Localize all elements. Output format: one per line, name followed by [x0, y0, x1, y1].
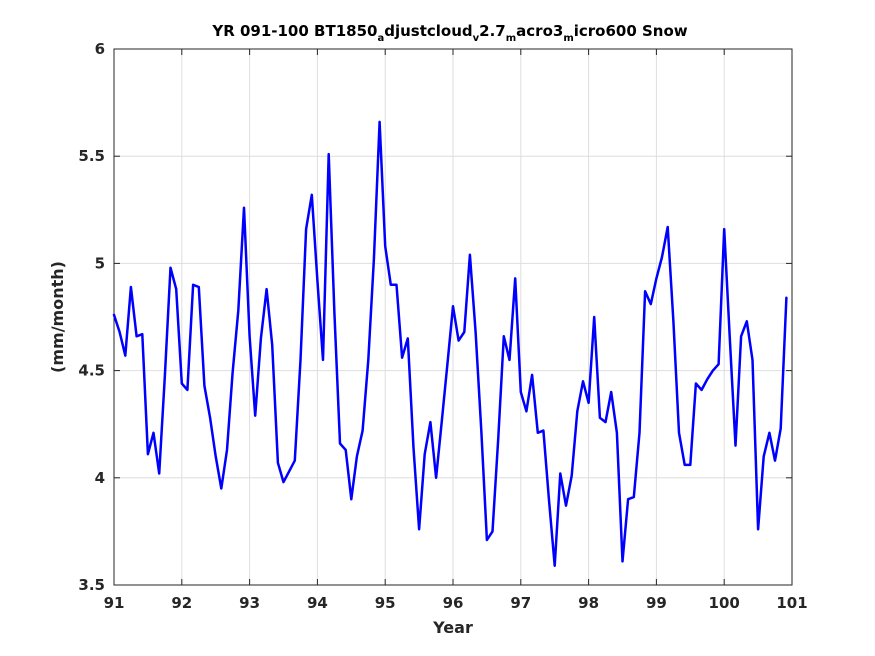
x-axis-ticks: 91 92 93 94 95 96 97 98 99 100 101 — [104, 49, 808, 612]
y-tick-label: 3.5 — [78, 576, 105, 594]
x-tick-label: 94 — [307, 594, 328, 612]
y-tick-label: 5.5 — [78, 147, 105, 165]
x-tick-label: 100 — [709, 594, 740, 612]
chart-title-part: v — [473, 33, 480, 44]
x-tick-label: 93 — [239, 594, 260, 612]
series-line — [112, 120, 788, 567]
x-tick-label: 98 — [578, 594, 599, 612]
y-axis-label: (mm/month) — [48, 261, 67, 373]
chart-title-part: a — [377, 33, 384, 44]
chart-title-part: icro600 Snow — [574, 22, 688, 40]
chart-title-part: acro3 — [516, 22, 563, 40]
y-axis-ticks: 3.5 4 4.5 5 5.5 6 — [78, 40, 792, 594]
y-tick-label: 4.5 — [78, 362, 105, 380]
y-tick-label: 4 — [95, 469, 105, 487]
chart-title-part: djustcloud — [384, 22, 472, 40]
chart-title-part: m — [563, 33, 573, 44]
x-tick-label: 92 — [171, 594, 192, 612]
x-tick-label: 96 — [443, 594, 464, 612]
x-tick-label: 97 — [510, 594, 531, 612]
x-tick-label: 91 — [104, 594, 125, 612]
y-tick-label: 6 — [95, 40, 105, 58]
x-tick-label: 99 — [646, 594, 667, 612]
y-tick-label: 5 — [95, 254, 105, 272]
chart-title-part: YR 091-100 BT1850 — [211, 22, 377, 40]
x-tick-label: 101 — [776, 594, 807, 612]
chart-title-part: m — [506, 33, 516, 44]
x-tick-label: 95 — [375, 594, 396, 612]
chart-title: YR 091-100 BT1850adjustcloudv2.7macro3mi… — [211, 22, 687, 44]
x-axis-label: Year — [432, 618, 473, 637]
chart-title-part: 2.7 — [479, 22, 506, 40]
